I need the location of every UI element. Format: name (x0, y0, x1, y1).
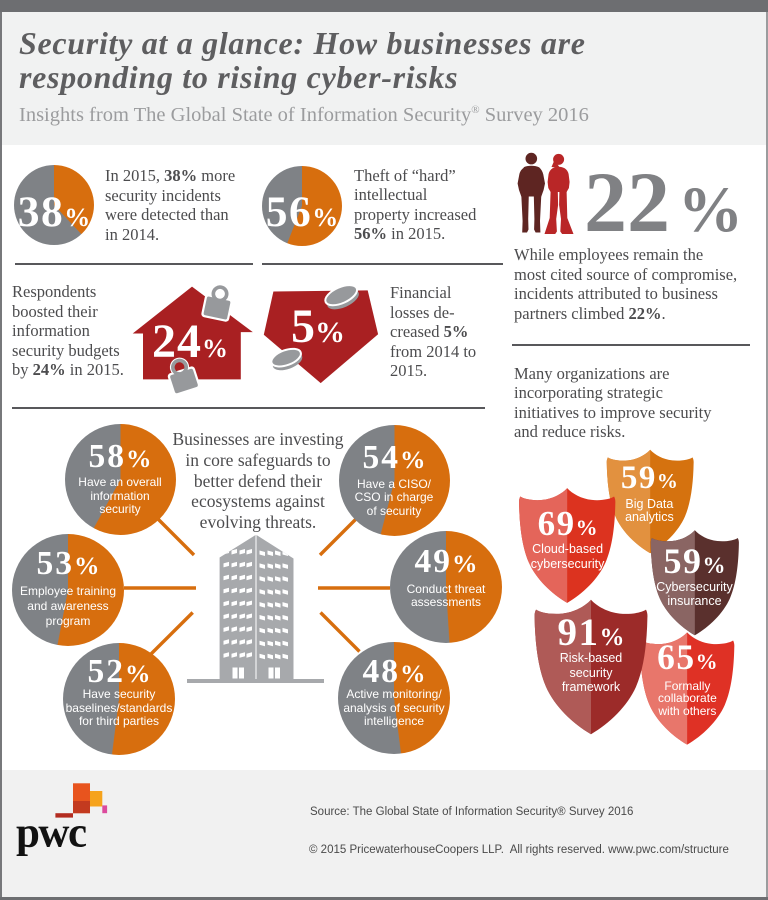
svg-text:pwc: pwc (16, 810, 87, 857)
